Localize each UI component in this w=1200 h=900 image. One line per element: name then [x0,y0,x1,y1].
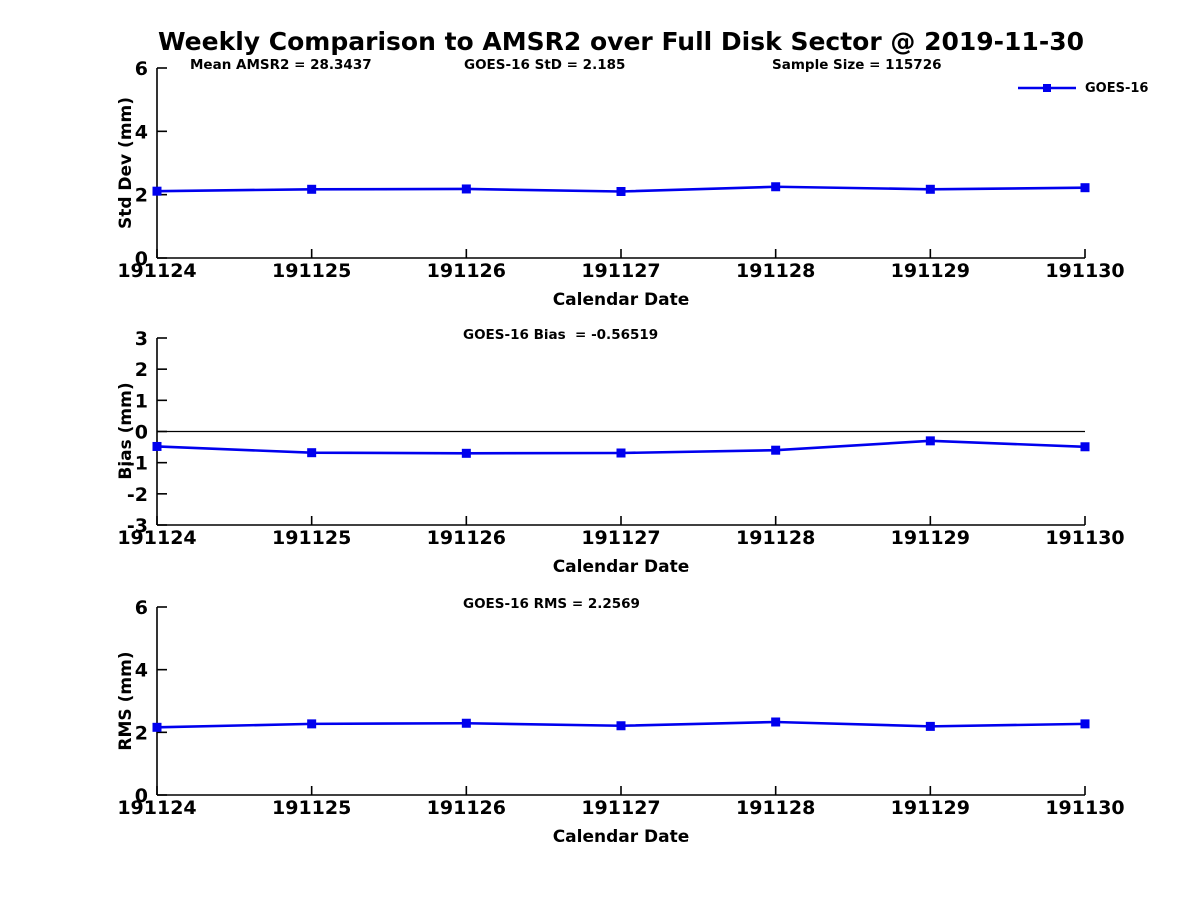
y-tick-label: 2 [135,722,148,744]
y-tick-label: 3 [135,328,148,350]
data-point-marker [152,441,162,451]
ylabel-rms: RMS (mm) [116,651,136,751]
x-tick-label: 191130 [1045,797,1124,819]
x-tick-label: 191126 [427,797,506,819]
x-tick-label: 191125 [272,527,351,549]
annotation-mean-amsr2: Mean AMSR2 = 28.3437 [190,57,372,73]
legend: GOES-16 [1016,79,1148,97]
data-point-marker [771,182,781,192]
data-point-marker [1080,719,1090,729]
subplot-bias: -3 -2 -1 0 1 2 3 191124 191125 191126 191127 191128… [117,328,1124,549]
annotation-goes16-bias: GOES-16 Bias = -0.56519 [463,327,659,343]
y-tick-label: 0 [135,422,148,444]
data-point-marker [152,186,162,196]
x-tick-label: 191129 [891,527,970,549]
data-point-marker [307,719,317,729]
y-tick-label: 0 [135,248,148,270]
y-tick-label: 4 [135,660,148,682]
y-tick-label: 6 [135,58,148,80]
data-point-marker [925,436,935,446]
ylabel-bias: Bias (mm) [116,382,136,480]
x-tick-label: 191125 [272,260,351,282]
y-tick-label: 2 [135,359,148,381]
y-tick-label: -2 [127,484,148,506]
subplot-rms: 0 2 4 6 191124 191125 191126 191127 191128 191129… [117,597,1124,819]
x-tick-label: 191127 [581,527,660,549]
y-tick-label: 2 [135,185,148,207]
x-tick-label: 191130 [1045,260,1124,282]
figure-title: Weekly Comparison to AMSR2 over Full Dis… [157,27,1084,56]
x-tick-label: 191124 [117,527,196,549]
x-tick-label: 191129 [891,260,970,282]
data-point-marker [925,184,935,194]
data-point-marker [616,187,626,196]
data-point-marker [461,448,471,458]
x-tick-label: 191127 [581,260,660,282]
legend-marker-icon [1043,84,1051,92]
annotation-goes16-rms: GOES-16 RMS = 2.2569 [463,596,640,612]
x-tick-label: 191130 [1045,527,1124,549]
legend-label: GOES-16 [1085,80,1149,96]
x-tick-label: 191128 [736,527,815,549]
x-tick-label: 191128 [736,797,815,819]
data-point-marker [771,445,781,455]
y-tick-label: -1 [127,453,148,475]
x-tick-label: 191129 [891,797,970,819]
data-point-marker [771,717,781,727]
data-point-marker [461,184,471,194]
data-point-marker [925,721,935,731]
y-tick-label: -3 [127,515,148,537]
x-tick-label: 191124 [117,797,196,819]
x-tick-label: 191126 [427,527,506,549]
y-tick-label: 0 [135,785,148,807]
data-point-marker [616,448,626,458]
xlabel-bias: Calendar Date [552,557,690,577]
data-point-marker [1080,183,1090,193]
data-point-marker [1080,442,1090,452]
y-tick-label: 1 [135,390,148,412]
x-tick-label: 191127 [581,797,660,819]
xlabel-std-dev: Calendar Date [552,290,690,310]
ylabel-std-dev: Std Dev (mm) [116,96,136,230]
data-point-marker [307,184,317,194]
data-point-marker [152,722,162,732]
x-tick-label: 191126 [427,260,506,282]
x-tick-label: 191125 [272,797,351,819]
subplot-std-dev: 0 2 4 6 191124 191125 191126 191127 191128 191129… [117,58,1124,282]
data-point-marker [307,448,317,458]
y-tick-label: 4 [135,121,148,143]
annotation-goes16-std: GOES-16 StD = 2.185 [464,57,626,73]
x-tick-label: 191124 [117,260,196,282]
x-tick-label: 191128 [736,260,815,282]
data-point-marker [616,721,626,731]
legend-sample [1018,84,1076,92]
y-tick-label: 6 [135,597,148,619]
data-point-marker [461,718,471,728]
xlabel-rms: Calendar Date [552,827,690,847]
annotation-sample-size: Sample Size = 115726 [772,57,942,73]
